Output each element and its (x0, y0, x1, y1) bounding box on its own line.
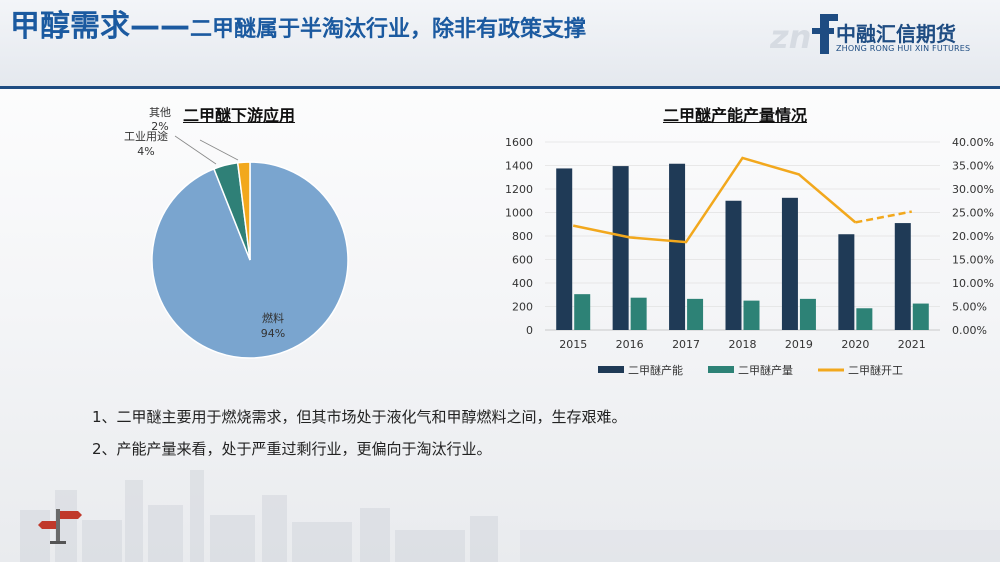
bar-capacity-2019 (781, 197, 798, 330)
bar-capacity-2020 (838, 234, 855, 330)
bar-output-2020 (856, 308, 873, 330)
right-tick-label: 10.00% (952, 277, 994, 290)
chart-bars (556, 163, 929, 330)
chart-gridlines (545, 141, 940, 331)
pie-label-industrial: 工业用途 (124, 129, 168, 143)
left-tick-label: 1400 (505, 160, 533, 173)
slide-title: 甲醇需求——二甲醚属于半淘汰行业，除非有政策支撑 (10, 10, 690, 48)
bar-output-2019 (799, 298, 816, 330)
bar-output-2021 (912, 303, 929, 330)
utilization-line (572, 156, 913, 244)
utilization-line-solid (572, 156, 857, 244)
pie-pct-other: 2% (151, 120, 168, 133)
title-sub: 二甲醚属于半淘汰行业，除非有政策支撑 (190, 17, 587, 42)
legend-swatch (708, 366, 734, 373)
bar-output-2016 (630, 297, 647, 330)
right-tick-label: 0.00% (952, 324, 987, 337)
pie-slices (151, 161, 349, 359)
right-tick-label: 5.00% (952, 301, 987, 314)
bar-output-2015 (574, 294, 591, 330)
x-tick-label: 2020 (841, 338, 869, 351)
svg-text:zn: zn (770, 18, 811, 56)
utilization-line-dashed (855, 210, 913, 224)
left-tick-label: 400 (512, 277, 533, 290)
left-tick-label: 1200 (505, 183, 533, 196)
note-2: 2、产能产量来看，处于严重过剩行业，更偏向于淘汰行业。 (92, 440, 492, 458)
left-tick-label: 1000 (505, 207, 533, 220)
bar-capacity-2018 (725, 200, 742, 330)
logo-chinese-name: 中融汇信期货 (836, 22, 956, 46)
x-tick-label: 2021 (898, 338, 926, 351)
legend-swatch (598, 366, 624, 373)
x-tick-label: 2016 (616, 338, 644, 351)
signpost-icon (38, 509, 82, 544)
pie-label-other: 其他 (149, 106, 171, 119)
pie-pct-fuel: 94% (261, 327, 285, 340)
left-tick-label: 800 (512, 230, 533, 243)
bar-chart-title: 二甲醚产能产量情况 (663, 106, 808, 125)
leader-line-industrial (174, 135, 217, 165)
capacity-output-chart: 0 200 400 600 800 1000 1200 1400 1600 0.00% 5.00%… (505, 136, 994, 377)
right-tick-label: 25.00% (952, 207, 994, 220)
right-tick-label: 40.00% (952, 136, 994, 149)
left-tick-label: 200 (512, 301, 533, 314)
logo-english-name: ZHONG RONG HUI XIN FUTURES (836, 44, 971, 53)
pie-pct-industrial: 4% (137, 145, 154, 158)
city-skyline-decoration (20, 470, 1000, 562)
header-divider (0, 86, 1000, 89)
bar-capacity-2021 (894, 223, 911, 330)
bar-output-2018 (743, 300, 760, 330)
x-tick-label: 2018 (729, 338, 757, 351)
note-1: 1、二甲醚主要用于燃烧需求，但其市场处于液化气和甲醇燃料之间，生存艰难。 (92, 408, 627, 426)
legend-label: 二甲醚产能 (628, 363, 683, 377)
bar-capacity-2016 (612, 166, 629, 330)
legend-label: 二甲醚产量 (738, 363, 793, 377)
legend-label: 二甲醚开工 (848, 363, 903, 377)
pie-slice-2 (236, 161, 251, 261)
bar-capacity-2015 (556, 168, 573, 330)
right-tick-label: 20.00% (952, 230, 994, 243)
left-tick-label: 1600 (505, 136, 533, 149)
x-tick-label: 2019 (785, 338, 813, 351)
x-axis-ticks: 2015 2016 2017 2018 2019 2020 2021 (559, 338, 926, 351)
right-tick-label: 15.00% (952, 254, 994, 267)
bar-output-2017 (687, 298, 704, 330)
pie-chart-title: 二甲醚下游应用 (183, 106, 296, 125)
pie-label-fuel: 燃料 (262, 311, 284, 325)
x-tick-label: 2015 (559, 338, 587, 351)
chart-legend: 二甲醚产能 二甲醚产量 二甲醚开工 (598, 363, 903, 377)
company-logo-icon: zn (770, 14, 838, 56)
right-tick-label: 35.00% (952, 160, 994, 173)
right-axis-ticks: 0.00% 5.00% 10.00% 15.00% 20.00% 25.00% 30.00%… (952, 136, 994, 337)
bar-capacity-2017 (669, 163, 686, 330)
left-axis-ticks: 0 200 400 600 800 1000 1200 1400 1600 (505, 136, 533, 337)
pie-chart: 其他 2% 工业用途 4% 燃料 94% (124, 106, 349, 359)
leader-line-other (199, 139, 239, 161)
left-tick-label: 0 (526, 324, 533, 337)
x-tick-label: 2017 (672, 338, 700, 351)
left-tick-label: 600 (512, 254, 533, 267)
title-main: 甲醇需求—— (10, 9, 190, 44)
right-tick-label: 30.00% (952, 183, 994, 196)
